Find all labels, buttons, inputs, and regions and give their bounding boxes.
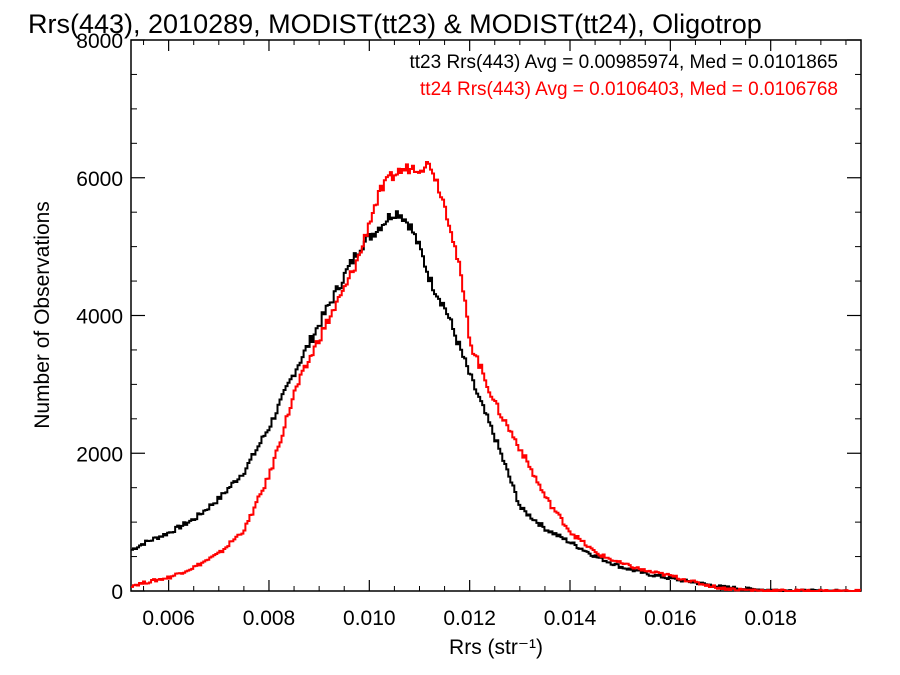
x-tick-label: 0.012	[443, 607, 496, 630]
series-line-tt24	[131, 161, 861, 592]
y-tick-label: 6000	[76, 168, 123, 191]
x-tick-label: 0.006	[142, 607, 195, 630]
y-axis-label: Number of Observations	[31, 201, 54, 429]
axis-ticks	[131, 39, 861, 592]
x-tick-label: 0.014	[544, 607, 597, 630]
series-line-tt23	[131, 210, 861, 592]
y-tick-label: 4000	[76, 306, 123, 329]
x-tick-label: 0.016	[644, 607, 697, 630]
y-tick-label: 0	[111, 581, 123, 604]
x-tick-label: 0.018	[744, 607, 797, 630]
x-tick-label: 0.008	[243, 607, 296, 630]
x-axis-label: Rrs (str⁻¹)	[449, 636, 543, 659]
series-group	[131, 161, 861, 592]
chart-title: Rrs(443), 2010289, MODIST(tt23) & MODIST…	[28, 9, 762, 39]
x-tick-label: 0.010	[343, 607, 396, 630]
y-tick-label: 8000	[76, 30, 123, 53]
y-tick-label: 2000	[76, 443, 123, 466]
legend-entry-tt23: tt23 Rrs(443) Avg = 0.00985974, Med = 0.…	[409, 52, 838, 73]
plot-frame	[130, 39, 862, 592]
tick-labels: 0.006 0.008 0.010 0.012 0.014 0.016 0.018 0 2000…	[76, 30, 797, 630]
legend-entry-tt24: tt24 Rrs(443) Avg = 0.0106403, Med = 0.0…	[420, 79, 838, 100]
